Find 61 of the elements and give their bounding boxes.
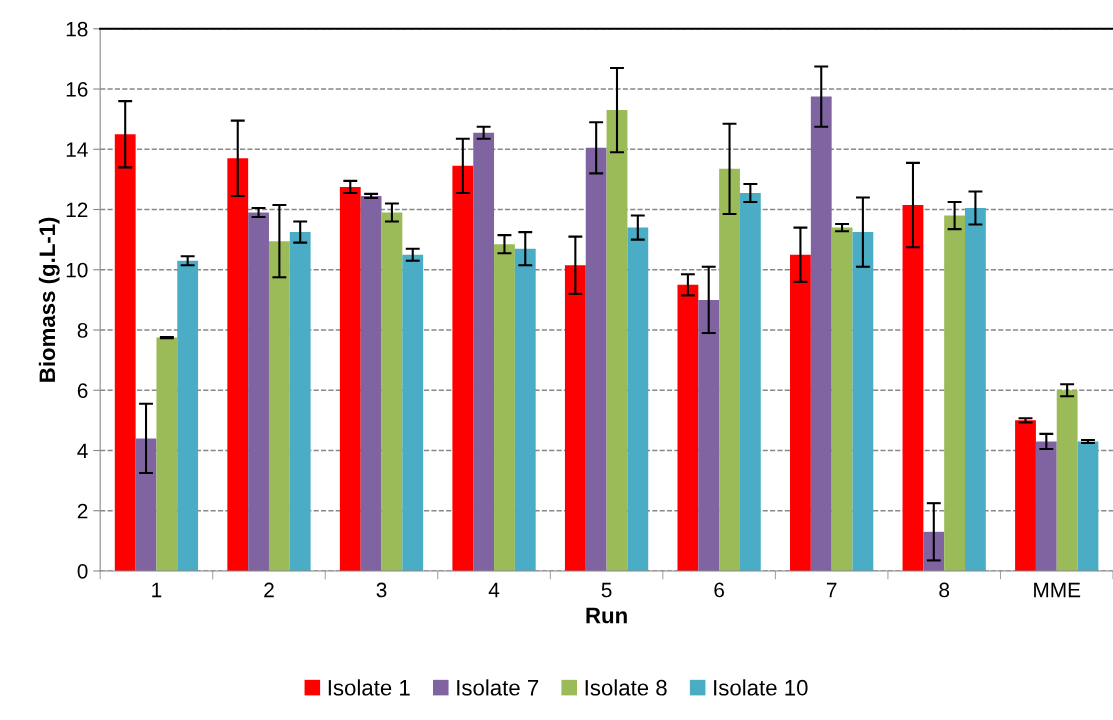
x-tick-label: 6 bbox=[714, 582, 724, 598]
bar bbox=[402, 254, 424, 571]
y-tick-label: 6 bbox=[77, 383, 88, 398]
legend-label: Isolate 10 bbox=[714, 679, 808, 696]
bar bbox=[360, 195, 382, 571]
bar bbox=[514, 248, 536, 571]
legend-label: Isolate 8 bbox=[585, 679, 667, 696]
x-tick-label: 2 bbox=[264, 582, 274, 598]
bar bbox=[944, 215, 966, 571]
bar bbox=[564, 265, 586, 571]
bar bbox=[790, 254, 811, 571]
y-tick-label: 0 bbox=[77, 563, 88, 579]
bar bbox=[1077, 441, 1099, 571]
bar bbox=[810, 96, 832, 571]
y-tick-label: 10 bbox=[66, 262, 88, 278]
bar bbox=[156, 337, 178, 571]
y-tick-label: 4 bbox=[77, 443, 88, 459]
bar bbox=[177, 260, 199, 571]
bar bbox=[852, 232, 874, 571]
x-tick-label: 8 bbox=[939, 582, 950, 598]
bar bbox=[381, 212, 403, 571]
bar bbox=[719, 168, 740, 571]
bar bbox=[494, 244, 515, 571]
y-tick-label: 16 bbox=[66, 82, 88, 97]
bar bbox=[627, 227, 649, 571]
y-tick-label: 18 bbox=[66, 21, 88, 37]
bar bbox=[698, 299, 720, 571]
bar bbox=[289, 232, 311, 571]
y-tick-label: 12 bbox=[66, 202, 88, 218]
y-tick-label: 8 bbox=[77, 323, 88, 338]
x-axis-title: Run bbox=[586, 607, 627, 624]
bar bbox=[248, 212, 269, 571]
bar bbox=[452, 165, 474, 571]
x-tick-label: 4 bbox=[488, 582, 500, 598]
bar bbox=[677, 284, 699, 571]
bar bbox=[606, 110, 628, 571]
bar bbox=[227, 158, 249, 571]
legend-label: Isolate 1 bbox=[328, 679, 410, 696]
bar bbox=[473, 132, 495, 571]
y-axis-title: Biomass (g.L-1) bbox=[38, 217, 60, 382]
bar bbox=[831, 227, 853, 571]
bar bbox=[268, 241, 290, 571]
bar bbox=[739, 192, 761, 571]
bar bbox=[923, 531, 945, 571]
bar bbox=[135, 438, 157, 571]
bar bbox=[902, 205, 924, 571]
y-tick-label: 2 bbox=[77, 503, 88, 519]
bar bbox=[1056, 390, 1078, 571]
x-tick-label: MME bbox=[1034, 582, 1081, 598]
bar bbox=[965, 208, 986, 571]
legend-label: Isolate 7 bbox=[457, 679, 539, 696]
bar bbox=[1035, 441, 1057, 571]
bar bbox=[1015, 420, 1036, 571]
x-tick-label: 1 bbox=[152, 582, 162, 598]
bar bbox=[114, 134, 136, 571]
x-tick-label: 7 bbox=[826, 582, 837, 598]
x-tick-label: 5 bbox=[601, 582, 612, 598]
x-tick-label: 3 bbox=[376, 582, 387, 598]
bar bbox=[339, 186, 361, 571]
y-tick-label: 14 bbox=[66, 142, 88, 157]
bar bbox=[585, 147, 607, 571]
